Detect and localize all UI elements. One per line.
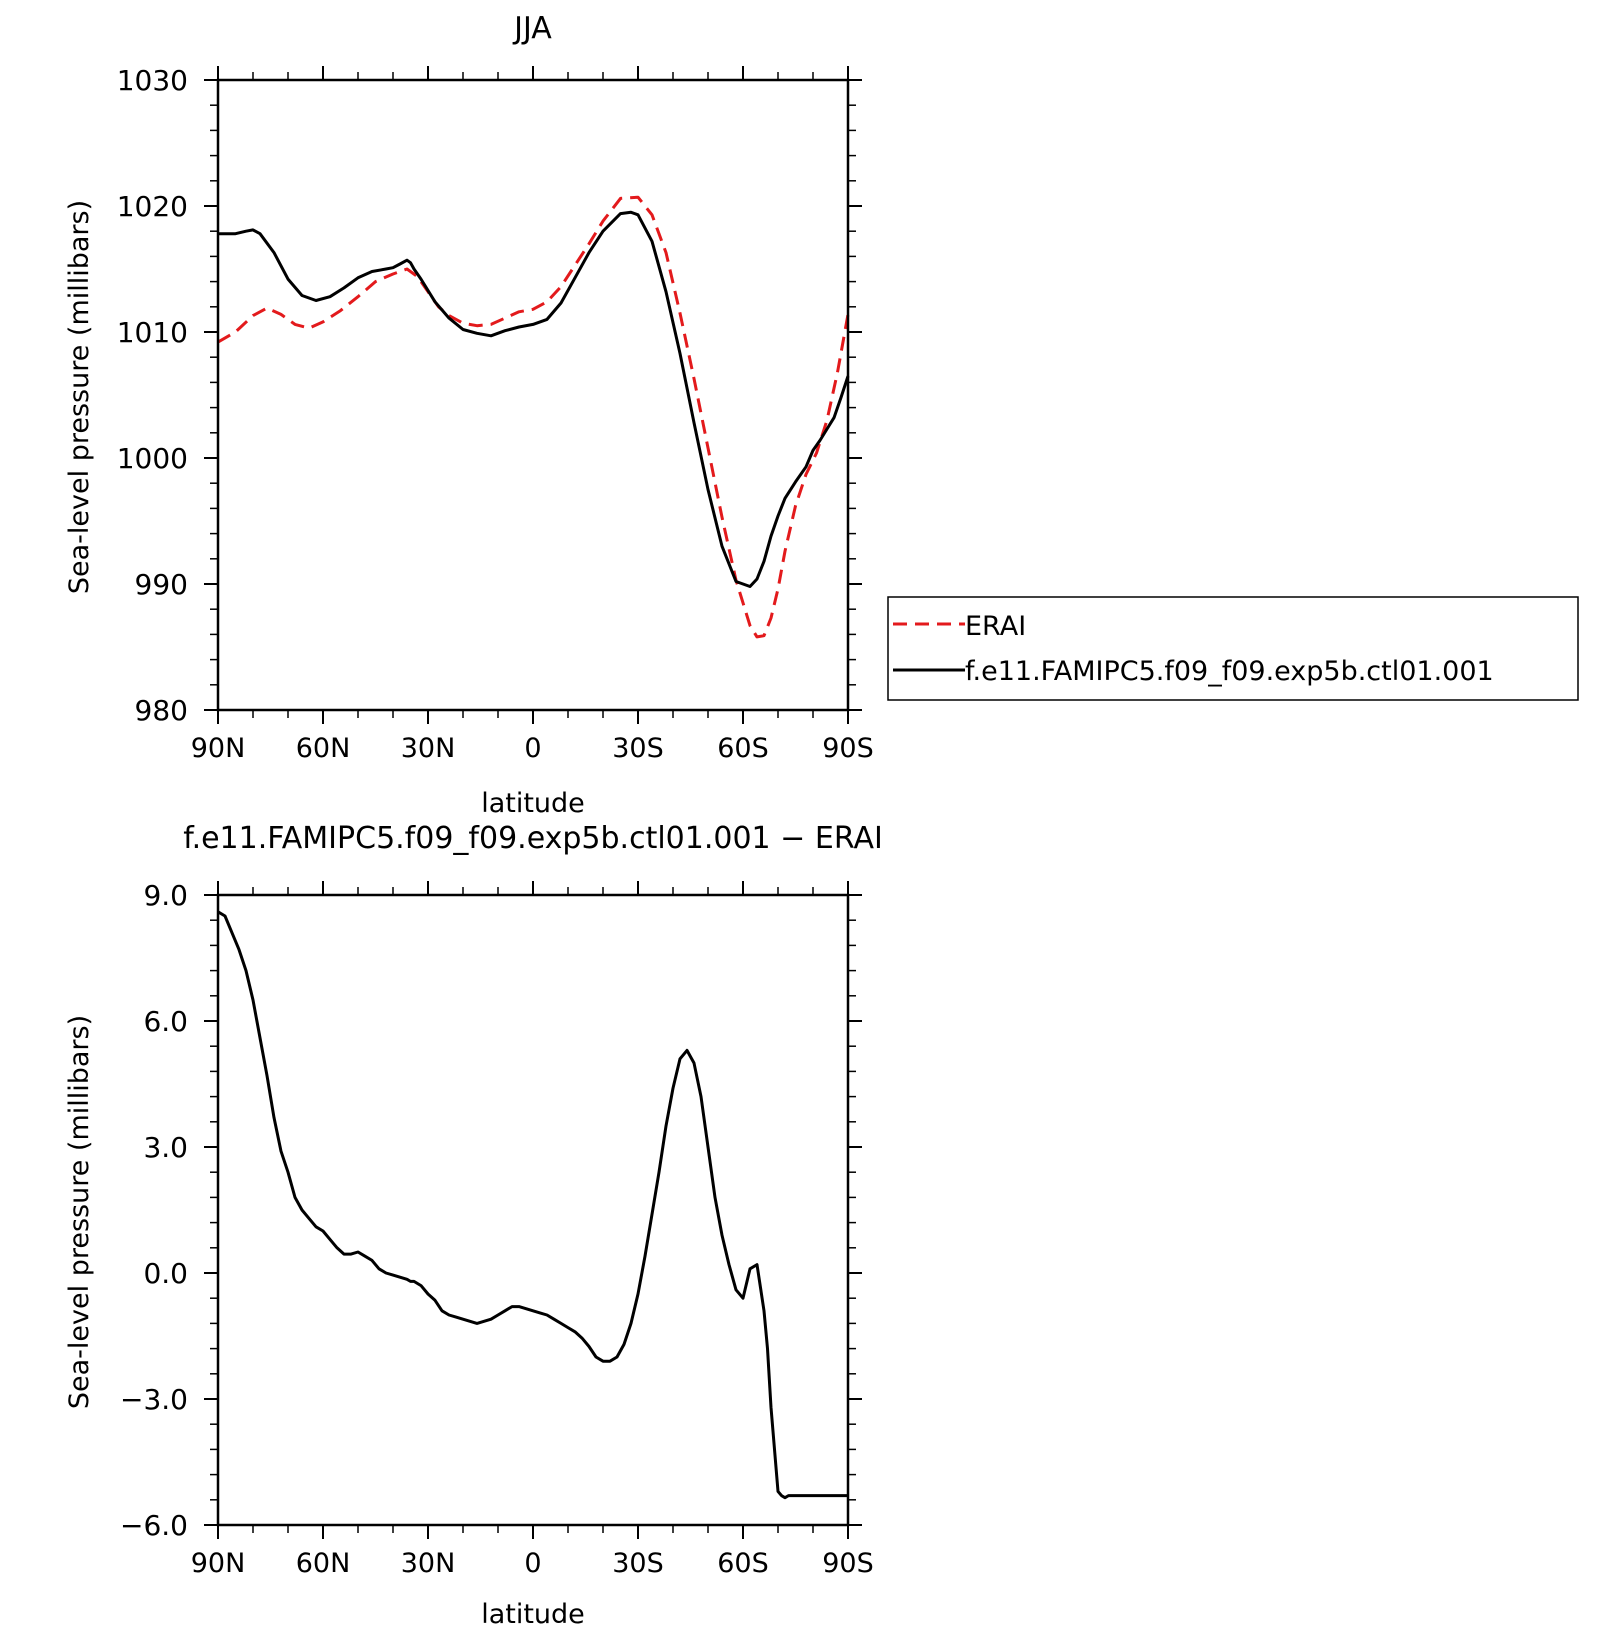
top-axis-ticks	[204, 66, 862, 724]
bottom-x-axis-label: latitude	[481, 1599, 585, 1624]
legend-label-model: f.e11.FAMIPC5.f09_f09.exp5b.ctl01.001	[965, 656, 1494, 687]
top-y-axis-label: Sea-level pressure (millibars)	[64, 200, 95, 594]
top-series-lines	[217, 195, 850, 639]
top-y-tick-label: 1000	[117, 442, 188, 475]
top-x-tick-label: 90S	[822, 733, 874, 764]
bottom-panel: f.e11.FAMIPC5.f09_f09.exp5b.ctl01.001 − …	[64, 821, 883, 1629]
top-y-tick-label: 990	[135, 568, 188, 601]
bottom-chart-title: f.e11.FAMIPC5.f09_f09.exp5b.ctl01.001 − …	[183, 821, 883, 856]
top-x-axis-label: latitude	[481, 788, 585, 819]
bottom-y-tick-label: 9.0	[143, 879, 188, 912]
top-panel: JJA Sea-level pressure (millibars) latit…	[64, 11, 874, 819]
legend-label-erai: ERAI	[965, 611, 1026, 642]
bottom-x-tick-label: 90N	[191, 1548, 246, 1579]
bottom-y-axis-label: Sea-level pressure (millibars)	[64, 1015, 95, 1409]
top-y-tick-label: 1020	[117, 190, 188, 223]
top-x-tick-label: 0	[524, 733, 541, 764]
bottom-y-tick-label: −6.0	[120, 1509, 188, 1542]
legend-box	[887, 596, 1579, 701]
top-tick-labels: 90N 60N 30N 0 30S 60S 90S 980 990 1000 1010 1020 103…	[117, 64, 874, 764]
legend: ERAI f.e11.FAMIPC5.f09_f09.exp5b.ctl01.0…	[887, 596, 1579, 701]
bottom-tick-labels: 90N 60N 30N 0 30S 60S 90S −6.0 −3.0 0.0 3.0 6.0 9.0	[120, 879, 874, 1579]
bottom-x-tick-label: 0	[524, 1548, 541, 1579]
bottom-y-tick-label: 0.0	[143, 1257, 188, 1290]
top-plot-frame	[216, 78, 850, 712]
top-y-tick-label: 980	[135, 694, 188, 727]
top-x-tick-label: 60S	[717, 733, 769, 764]
top-x-tick-label: 90N	[191, 733, 246, 764]
bottom-x-tick-label: 90S	[822, 1548, 874, 1579]
bottom-x-tick-label: 30S	[612, 1548, 664, 1579]
bottom-x-tick-label: 60S	[717, 1548, 769, 1579]
top-chart-title: JJA	[512, 11, 552, 46]
bottom-series-line-difference	[217, 910, 848, 1500]
bottom-y-tick-label: 6.0	[143, 1005, 188, 1038]
top-series-line-erai	[217, 195, 850, 639]
top-y-tick-label: 1010	[117, 316, 188, 349]
bottom-y-tick-label: 3.0	[143, 1131, 188, 1164]
top-y-tick-label: 1030	[117, 64, 188, 97]
bottom-series-lines	[217, 910, 848, 1500]
top-x-tick-label: 60N	[296, 733, 351, 764]
bottom-x-tick-label: 60N	[296, 1548, 351, 1579]
bottom-axis-ticks	[204, 881, 862, 1539]
top-series-line-model	[218, 210, 850, 588]
top-x-tick-label: 30N	[401, 733, 456, 764]
bottom-x-tick-label: 30N	[401, 1548, 456, 1579]
bottom-plot-frame	[216, 893, 850, 1527]
top-x-tick-label: 30S	[612, 733, 664, 764]
bottom-y-tick-label: −3.0	[120, 1383, 188, 1416]
